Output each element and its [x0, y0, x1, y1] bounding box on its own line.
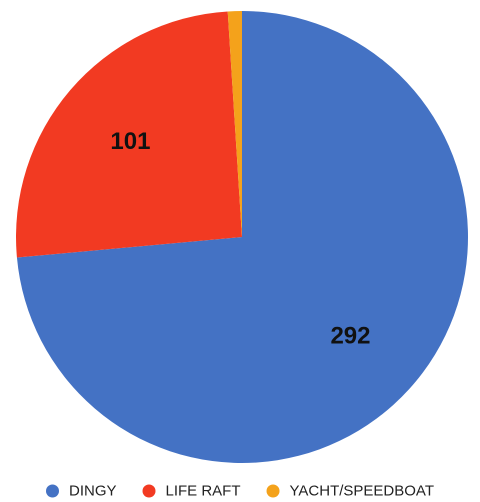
legend: DINGY LIFE RAFT YACHT/SPEEDBOAT — [45, 483, 434, 500]
data-label-dingy: 292 — [330, 323, 370, 350]
legend-label: LIFE RAFT — [166, 483, 241, 500]
pie-slice-dingy — [16, 11, 468, 463]
legend-item: LIFE RAFT — [142, 483, 241, 500]
pie-slice-life-raft — [16, 11, 243, 258]
legend-swatch — [142, 484, 156, 498]
legend-item: DINGY — [45, 483, 117, 500]
data-label-life-raft: 101 — [110, 128, 150, 155]
legend-swatch — [45, 484, 59, 498]
legend-label: DINGY — [69, 483, 117, 500]
pie-slice-yacht-speedboat — [227, 11, 242, 237]
legend-item: YACHT/SPEEDBOAT — [266, 483, 434, 500]
legend-label: YACHT/SPEEDBOAT — [290, 483, 434, 500]
pie-data-labels: 292 101 — [110, 128, 370, 350]
pie-slices — [16, 11, 468, 463]
legend-swatch — [266, 484, 280, 498]
